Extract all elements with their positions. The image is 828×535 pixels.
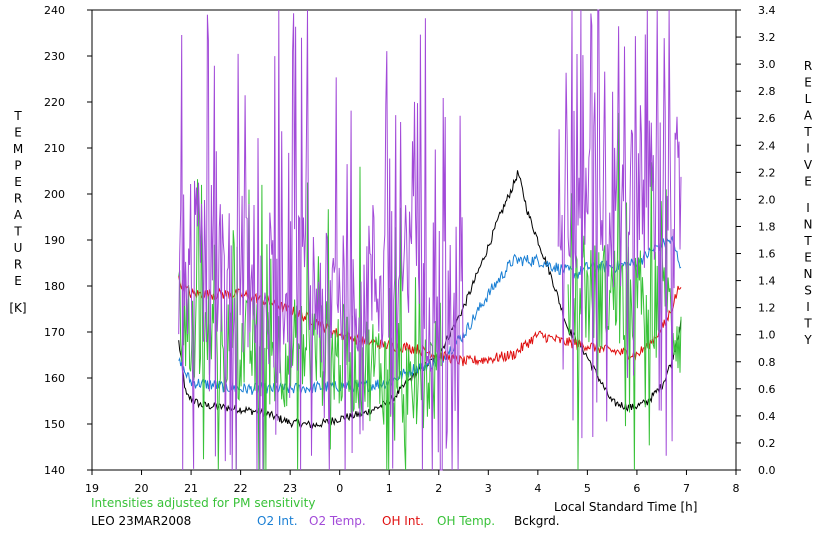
right-title-letter: Y [803, 333, 812, 347]
x-tick-label: 5 [584, 482, 591, 495]
note-text: Intensities adjusted for PM sensitivity [91, 496, 315, 510]
right-tick-label: 1.6 [758, 248, 776, 261]
left-tick-label: 240 [44, 4, 65, 17]
right-title-letter: T [803, 125, 812, 139]
left-tick-label: 190 [44, 234, 65, 247]
x-tick-label: 3 [485, 482, 492, 495]
legend-item: OH Temp. [437, 514, 495, 528]
x-axis: 19 20 21 22 23 0 1 2 3 4 5 6 7 8 [85, 470, 740, 495]
right-title-letter: T [803, 234, 812, 248]
x-tick-label: 7 [683, 482, 690, 495]
left-title-letter: A [14, 208, 23, 222]
left-title-letter: T [13, 109, 22, 123]
left-tick-label: 140 [44, 464, 65, 477]
right-title-letter: I [806, 142, 810, 156]
right-title-letter: N [804, 267, 813, 281]
x-tick-label: 6 [633, 482, 640, 495]
series-line-o2-temp- [178, 9, 682, 471]
x-axis-label: Local Standard Time [h] [554, 500, 697, 514]
right-tick-label: 2.0 [758, 193, 776, 206]
right-tick-label: 1.4 [758, 275, 776, 288]
left-axis-unit: [K] [9, 301, 26, 315]
x-tick-label: 22 [234, 482, 248, 495]
legend-item: OH Int. [382, 514, 424, 528]
x-tick-label: 20 [135, 482, 149, 495]
right-title-letter: A [804, 109, 813, 123]
right-tick-label: 2.2 [758, 166, 776, 179]
station-label: LEO 23MAR2008 [91, 514, 191, 528]
x-tick-label: 0 [336, 482, 343, 495]
right-title-letter: I [806, 201, 810, 215]
x-tick-label: 23 [283, 482, 297, 495]
right-title-letter: E [804, 76, 812, 90]
left-axis: 140 150 160 170 180 190 200 210 220 230 240 [44, 4, 92, 477]
left-title-letter: U [14, 241, 23, 255]
left-tick-label: 150 [44, 418, 65, 431]
right-tick-label: 3.2 [758, 31, 776, 44]
left-tick-label: 180 [44, 280, 65, 293]
right-tick-label: 0.4 [758, 410, 776, 423]
left-title-letter: P [14, 159, 21, 173]
right-tick-label: 0.8 [758, 356, 776, 369]
x-tick-label: 1 [386, 482, 393, 495]
right-title-letter: I [806, 300, 810, 314]
right-tick-label: 0.2 [758, 437, 776, 450]
x-tick-label: 2 [435, 482, 442, 495]
legend: O2 Int. O2 Temp. OH Int. OH Temp. Bckgrd. [257, 514, 560, 528]
right-tick-label: 0.6 [758, 383, 776, 396]
right-tick-label: 1.2 [758, 302, 776, 315]
left-tick-label: 160 [44, 372, 65, 385]
right-tick-label: 2.8 [758, 85, 776, 98]
right-title-letter: T [803, 317, 812, 331]
series-layer [178, 9, 682, 471]
right-tick-label: 3.0 [758, 58, 776, 71]
right-title-letter: E [804, 251, 812, 265]
right-tick-label: 2.6 [758, 112, 776, 125]
right-axis: 0.0 0.2 0.4 0.6 0.8 1.0 1.2 1.4 1.6 1.8 2.0 2.2 2.4 2… [736, 4, 776, 477]
right-tick-label: 0.0 [758, 464, 776, 477]
left-title-letter: E [14, 126, 22, 140]
right-tick-label: 2.4 [758, 139, 776, 152]
left-tick-label: 170 [44, 326, 65, 339]
left-title-letter: E [14, 175, 22, 189]
right-title-letter: N [804, 218, 813, 232]
right-tick-label: 1.0 [758, 329, 776, 342]
right-tick-label: 1.8 [758, 220, 776, 233]
left-tick-label: 200 [44, 188, 65, 201]
legend-item: O2 Int. [257, 514, 298, 528]
x-tick-label: 8 [733, 482, 740, 495]
right-title-letter: R [804, 59, 812, 73]
left-tick-label: 230 [44, 50, 65, 63]
x-tick-label: 21 [184, 482, 198, 495]
left-title-letter: M [13, 142, 23, 156]
left-title-letter: R [14, 258, 22, 272]
left-title-letter: T [13, 225, 22, 239]
legend-item: O2 Temp. [309, 514, 366, 528]
right-title-letter: S [804, 284, 812, 298]
left-tick-label: 220 [44, 96, 65, 109]
legend-item: Bckgrd. [514, 514, 560, 528]
left-title-letter: R [14, 192, 22, 206]
left-title-letter: E [14, 274, 22, 288]
right-title-letter: V [804, 158, 813, 172]
right-tick-label: 3.4 [758, 4, 776, 17]
right-title-letter: E [804, 175, 812, 189]
left-tick-label: 210 [44, 142, 65, 155]
x-tick-label: 19 [85, 482, 99, 495]
x-tick-label: 4 [534, 482, 541, 495]
right-title-letter: L [805, 92, 812, 106]
